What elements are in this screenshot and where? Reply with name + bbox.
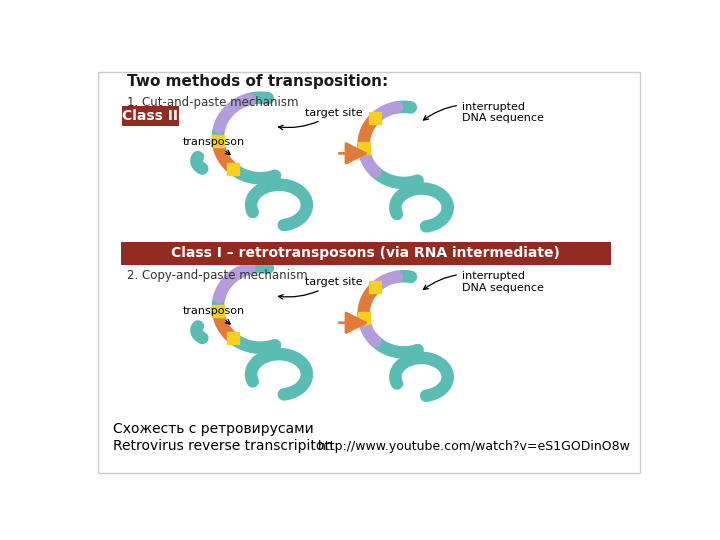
- Text: transposon: transposon: [183, 306, 245, 324]
- Text: Two methods of transposition:: Two methods of transposition:: [127, 74, 389, 89]
- Text: interrupted
DNA sequence: interrupted DNA sequence: [423, 102, 544, 123]
- Text: 1. Cut-and-paste mechanism: 1. Cut-and-paste mechanism: [127, 96, 299, 109]
- Text: target site: target site: [279, 277, 363, 299]
- Text: 2. Copy-and-paste mechanism: 2. Copy-and-paste mechanism: [127, 269, 308, 282]
- FancyBboxPatch shape: [121, 242, 611, 265]
- FancyBboxPatch shape: [122, 106, 179, 126]
- Text: interrupted
DNA sequence: interrupted DNA sequence: [423, 271, 544, 293]
- Text: http://www.youtube.com/watch?v=eS1GODinO8w: http://www.youtube.com/watch?v=eS1GODinO…: [318, 440, 631, 453]
- Text: Схожесть с ретровирусами: Схожесть с ретровирусами: [113, 422, 314, 436]
- Text: Class I – retrotransposons (via RNA intermediate): Class I – retrotransposons (via RNA inte…: [171, 246, 560, 260]
- Text: transposon: transposon: [183, 137, 245, 154]
- Text: Retrovirus reverse transcripiton: Retrovirus reverse transcripiton: [113, 439, 333, 453]
- Text: target site: target site: [279, 107, 363, 130]
- Text: Class II: Class II: [122, 109, 179, 123]
